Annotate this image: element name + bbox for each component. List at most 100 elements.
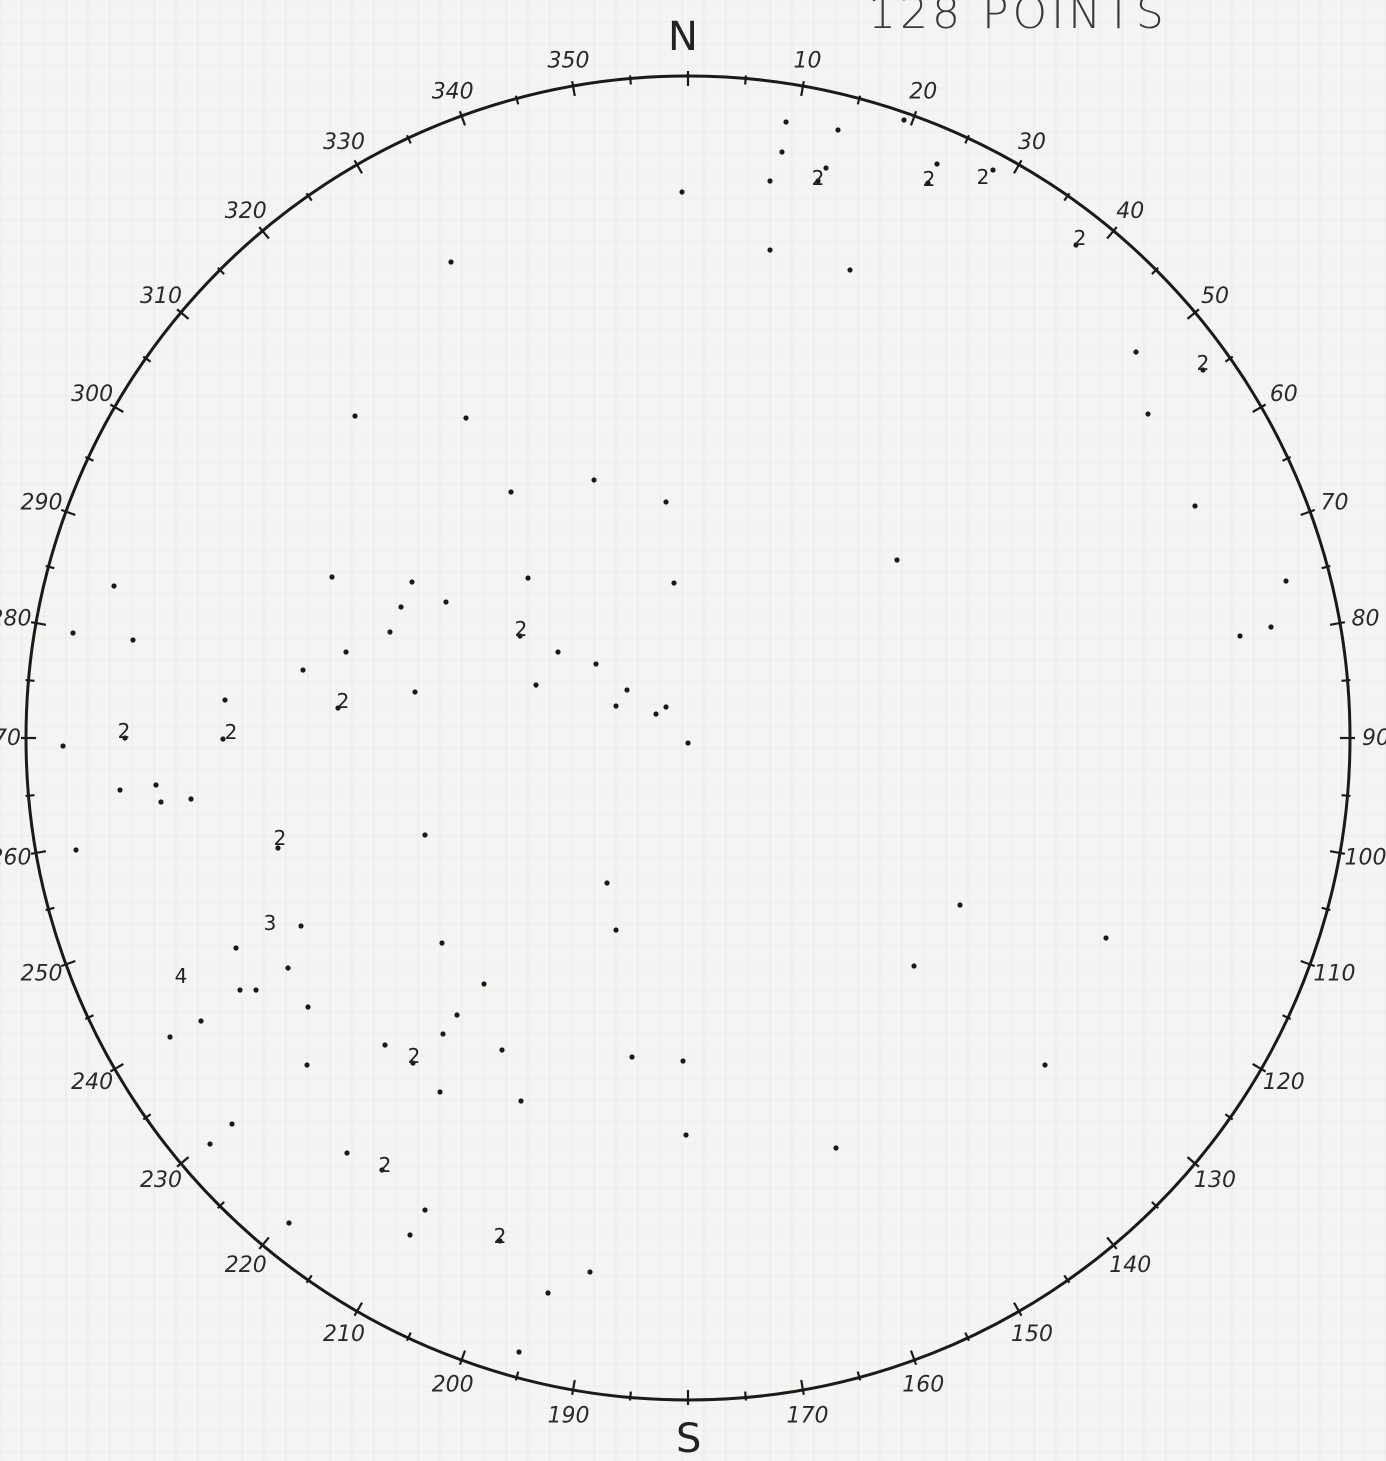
bearing-label-30: 30 [1018,130,1046,155]
data-point [409,579,415,585]
data-point [222,697,228,703]
bearing-tick [30,850,47,855]
south-label: S [676,1416,701,1461]
data-point [815,178,821,184]
data-point [220,736,226,742]
data-point [767,178,773,184]
bearing-tick [109,403,124,413]
bearing-tick [744,1391,748,1401]
bearing-tick [25,794,35,798]
bearing-label-290: 290 [20,491,62,516]
bearing-tick [1282,1014,1292,1021]
bearing-tick [1252,403,1267,413]
data-point [233,945,239,951]
bearing-tick [1282,455,1292,462]
bearing-tick [84,1014,94,1021]
data-point [305,1004,311,1010]
data-point [439,940,445,946]
bearing-tick [30,621,47,626]
bearing-tick [1151,266,1160,275]
data-point [443,599,449,605]
data-point [335,705,341,711]
data-point [329,574,335,580]
bearing-tick [1252,1063,1267,1073]
bearing-tick [1106,1236,1118,1250]
multiplicity-label: 2 [274,826,287,850]
bearing-tick [964,1332,971,1342]
bearing-label-60: 60 [1270,382,1298,407]
bearing-tick [305,1274,313,1284]
bearing-tick [305,192,313,202]
data-point [382,1042,388,1048]
data-point [60,743,66,749]
data-point [901,117,907,123]
data-point [1200,367,1206,373]
bearing-tick [1329,621,1346,626]
data-point [253,987,259,993]
bearing-tick [1224,1113,1234,1121]
bearing-tick [964,134,971,144]
bearing-tick [1151,1201,1160,1210]
bearing-tick [1063,1274,1071,1284]
bearing-tick [1224,355,1234,363]
data-point [73,847,79,853]
data-point [158,799,164,805]
bearing-tick [142,355,152,363]
data-point [587,1269,593,1275]
data-point [990,167,996,173]
data-point [343,649,349,655]
bearing-tick [258,1236,270,1250]
multiplicity-label: 4 [175,964,188,988]
bearing-tick [909,1350,918,1366]
bearing-tick [1106,226,1118,240]
data-point [894,557,900,563]
bearing-label-40: 40 [1116,199,1144,224]
data-point [779,149,785,155]
bearing-label-250: 250 [20,961,62,986]
bearing-tick [45,906,55,912]
bearing-label-50: 50 [1201,284,1229,309]
bearing-tick [1341,794,1351,798]
bearing-tick [109,1063,124,1073]
data-point [229,1121,235,1127]
data-point [344,1150,350,1156]
data-point [237,987,243,993]
data-point [463,415,469,421]
bearing-tick [84,455,94,462]
data-point [1042,1062,1048,1068]
data-point [422,1207,428,1213]
data-point [518,1098,524,1104]
data-point [412,689,418,695]
data-point [1133,349,1139,355]
bearing-label-330: 330 [323,130,365,155]
bearing-label-110: 110 [1314,961,1356,986]
data-point [440,1031,446,1037]
bearing-ticks [21,71,1355,1405]
bearing-tick [800,1379,805,1396]
bearing-label-70: 70 [1321,491,1349,516]
bearing-tick [1321,564,1331,570]
data-point [70,630,76,636]
bearing-label-190: 190 [548,1404,590,1429]
bearing-tick [353,1302,363,1317]
bearing-label-80: 80 [1352,607,1380,632]
data-point [207,1141,213,1147]
data-point [624,687,630,693]
multiplicity-label: 2 [515,617,528,641]
data-point [437,1089,443,1095]
bearing-tick [1329,850,1346,855]
bearing-tick [800,80,805,97]
bearing-label-150: 150 [1011,1322,1053,1347]
bearing-label-130: 130 [1194,1168,1236,1193]
bearing-tick [45,564,55,570]
data-point [517,633,523,639]
bearing-label-240: 240 [71,1070,113,1095]
multiplicity-label: 2 [494,1224,507,1248]
bearing-tick [1186,308,1200,320]
figure-title: 128 POINTS [868,0,1168,39]
data-point [671,580,677,586]
data-point [1283,578,1289,584]
multiplicity-label: 2 [1197,351,1210,375]
data-point [593,661,599,667]
bearing-tick [405,134,412,144]
